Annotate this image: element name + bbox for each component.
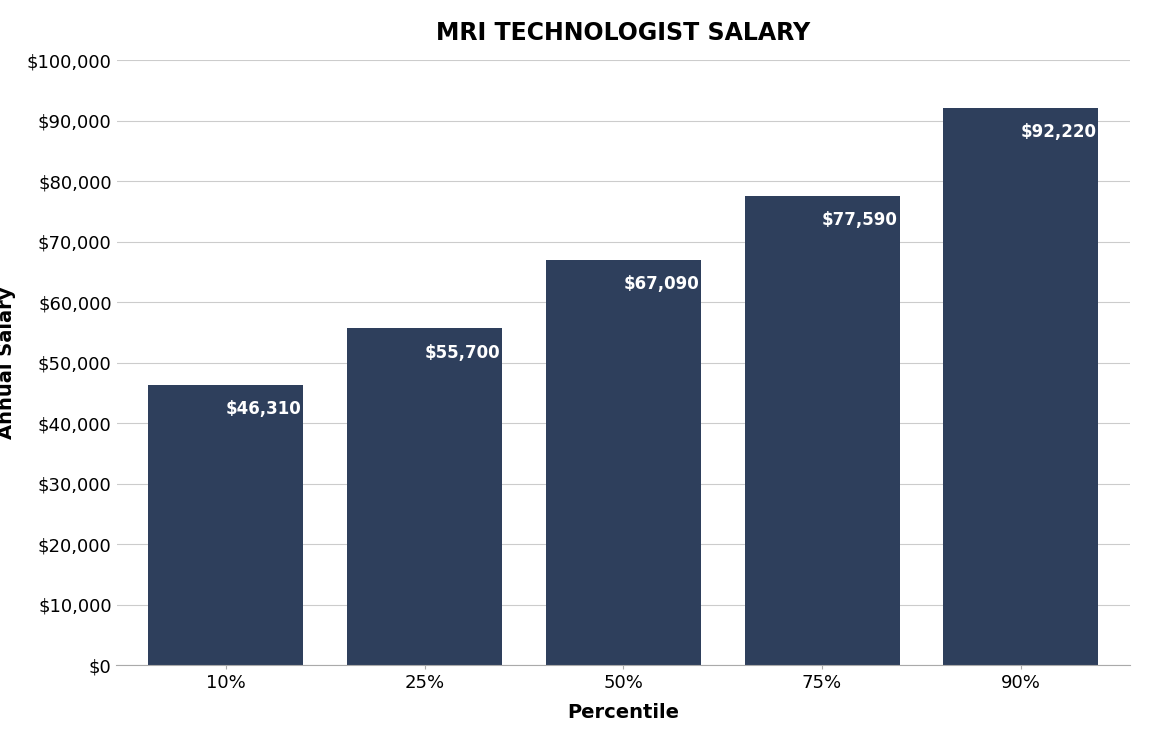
Bar — [545, 259, 701, 665]
Bar — [347, 328, 502, 665]
Y-axis label: Annual Salary: Annual Salary — [0, 287, 15, 439]
Text: $55,700: $55,700 — [424, 343, 500, 361]
Bar — [148, 386, 303, 665]
Text: $67,090: $67,090 — [623, 274, 699, 293]
Text: $92,220: $92,220 — [1021, 122, 1096, 141]
Bar — [744, 196, 899, 665]
Title: MRI TECHNOLOGIST SALARY: MRI TECHNOLOGIST SALARY — [436, 20, 811, 45]
X-axis label: Percentile: Percentile — [567, 703, 679, 723]
Bar — [944, 107, 1099, 665]
Text: $46,310: $46,310 — [226, 401, 302, 418]
Text: $77,590: $77,590 — [822, 211, 898, 229]
